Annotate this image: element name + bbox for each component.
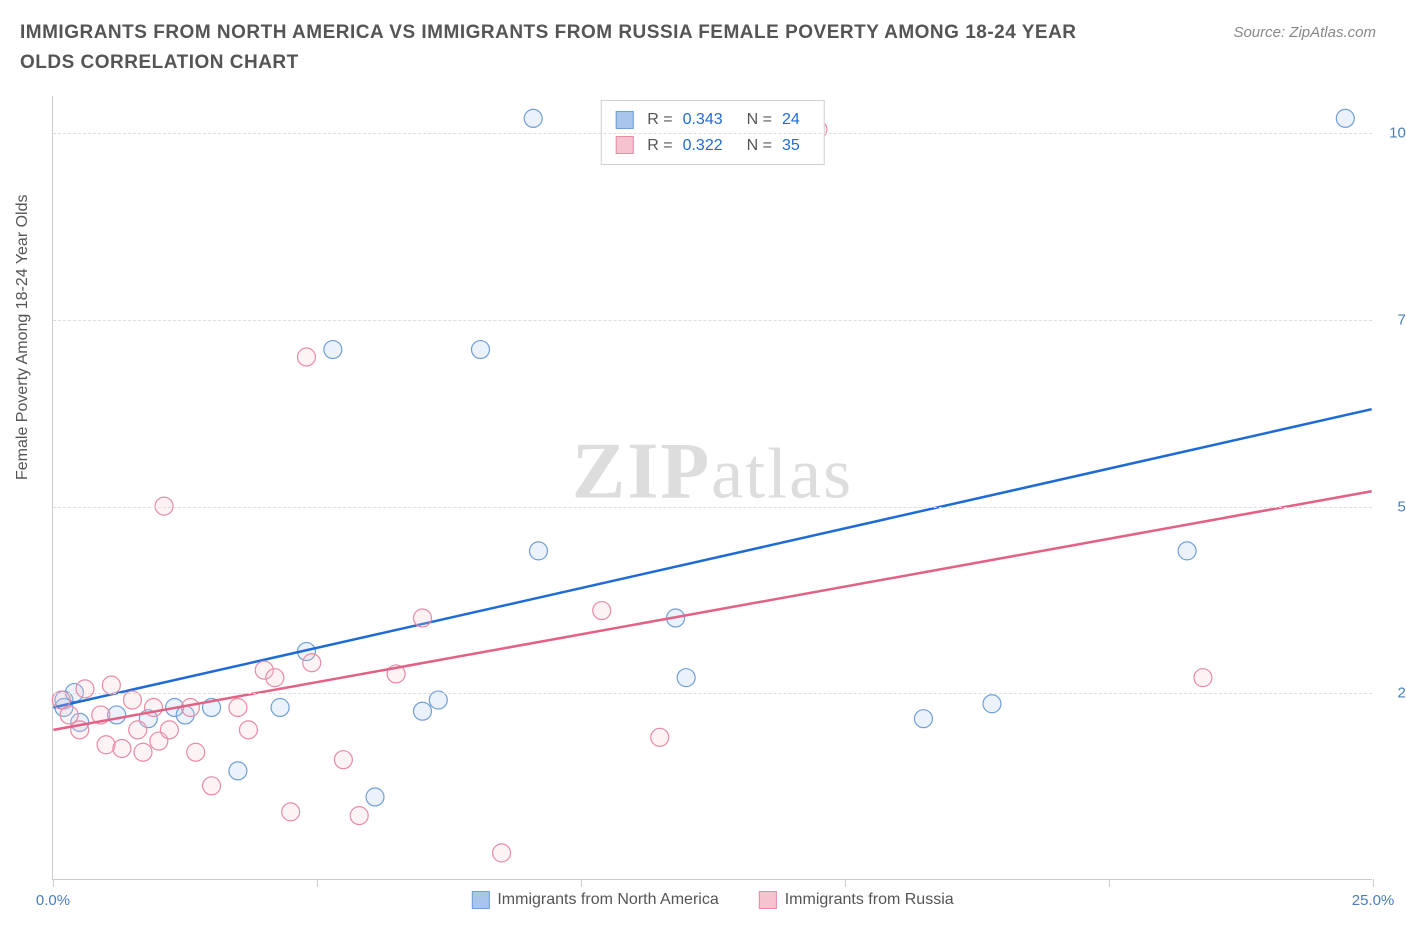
data-point (239, 721, 257, 739)
y-tick-label: 100.0% (1389, 125, 1406, 142)
data-point (1178, 542, 1196, 560)
data-point (181, 698, 199, 716)
data-point (282, 803, 300, 821)
chart-title: IMMIGRANTS FROM NORTH AMERICA VS IMMIGRA… (20, 18, 1120, 79)
data-point (271, 698, 289, 716)
n-value-1: 35 (782, 133, 800, 159)
data-point (413, 702, 431, 720)
x-tick (1109, 879, 1110, 887)
legend-swatch-0 (471, 891, 489, 909)
data-point (229, 698, 247, 716)
r-value-1: 0.322 (683, 133, 723, 159)
x-tick-label: 25.0% (1352, 892, 1395, 909)
r-value-0: 0.343 (683, 107, 723, 133)
data-point (366, 788, 384, 806)
data-point (129, 721, 147, 739)
swatch-series-0 (615, 111, 633, 129)
n-label: N = (747, 133, 772, 159)
data-point (160, 721, 178, 739)
trend-line (53, 409, 1371, 707)
data-point (102, 676, 120, 694)
data-point (76, 680, 94, 698)
data-point (303, 654, 321, 672)
x-tick (1373, 879, 1374, 887)
data-point (493, 844, 511, 862)
r-label: R = (647, 107, 672, 133)
data-point (324, 341, 342, 359)
scatter-svg (53, 96, 1372, 879)
data-point (1336, 109, 1354, 127)
data-point (529, 542, 547, 560)
stats-row-series-0: R = 0.343 N = 24 (615, 107, 810, 133)
stats-row-series-1: R = 0.322 N = 35 (615, 133, 810, 159)
y-tick-label: 25.0% (1397, 685, 1406, 702)
data-point (677, 669, 695, 687)
x-tick (53, 879, 54, 887)
gridline (53, 693, 1372, 694)
data-point (524, 109, 542, 127)
data-point (203, 777, 221, 795)
n-value-0: 24 (782, 107, 800, 133)
y-axis-label: Female Poverty Among 18-24 Year Olds (14, 195, 32, 481)
gridline (53, 133, 1372, 134)
data-point (134, 743, 152, 761)
legend-swatch-1 (759, 891, 777, 909)
n-label: N = (747, 107, 772, 133)
data-point (229, 762, 247, 780)
data-point (914, 710, 932, 728)
x-tick (581, 879, 582, 887)
data-point (1194, 669, 1212, 687)
legend-item-1: Immigrants from Russia (759, 891, 954, 909)
legend-item-0: Immigrants from North America (471, 891, 718, 909)
y-tick-label: 50.0% (1397, 498, 1406, 515)
data-point (97, 736, 115, 754)
legend-label-1: Immigrants from Russia (785, 891, 954, 909)
legend-label-0: Immigrants from North America (497, 891, 718, 909)
bottom-legend: Immigrants from North America Immigrants… (471, 891, 953, 909)
x-tick (845, 879, 846, 887)
x-tick (317, 879, 318, 887)
header-row: IMMIGRANTS FROM NORTH AMERICA VS IMMIGRA… (0, 0, 1406, 83)
data-point (413, 609, 431, 627)
data-point (60, 706, 78, 724)
source-label: Source: ZipAtlas.com (1233, 24, 1376, 41)
data-point (266, 669, 284, 687)
data-point (651, 728, 669, 746)
data-point (593, 602, 611, 620)
gridline (53, 320, 1372, 321)
data-point (187, 743, 205, 761)
data-point (297, 348, 315, 366)
gridline (53, 507, 1372, 508)
y-tick-label: 75.0% (1397, 312, 1406, 329)
data-point (334, 751, 352, 769)
r-label: R = (647, 133, 672, 159)
data-point (983, 695, 1001, 713)
data-point (350, 807, 368, 825)
data-point (113, 740, 131, 758)
chart-plot-area: ZIPatlas R = 0.343 N = 24 R = 0.322 N = … (52, 96, 1372, 880)
x-tick-label: 0.0% (36, 892, 70, 909)
swatch-series-1 (615, 136, 633, 154)
data-point (471, 341, 489, 359)
